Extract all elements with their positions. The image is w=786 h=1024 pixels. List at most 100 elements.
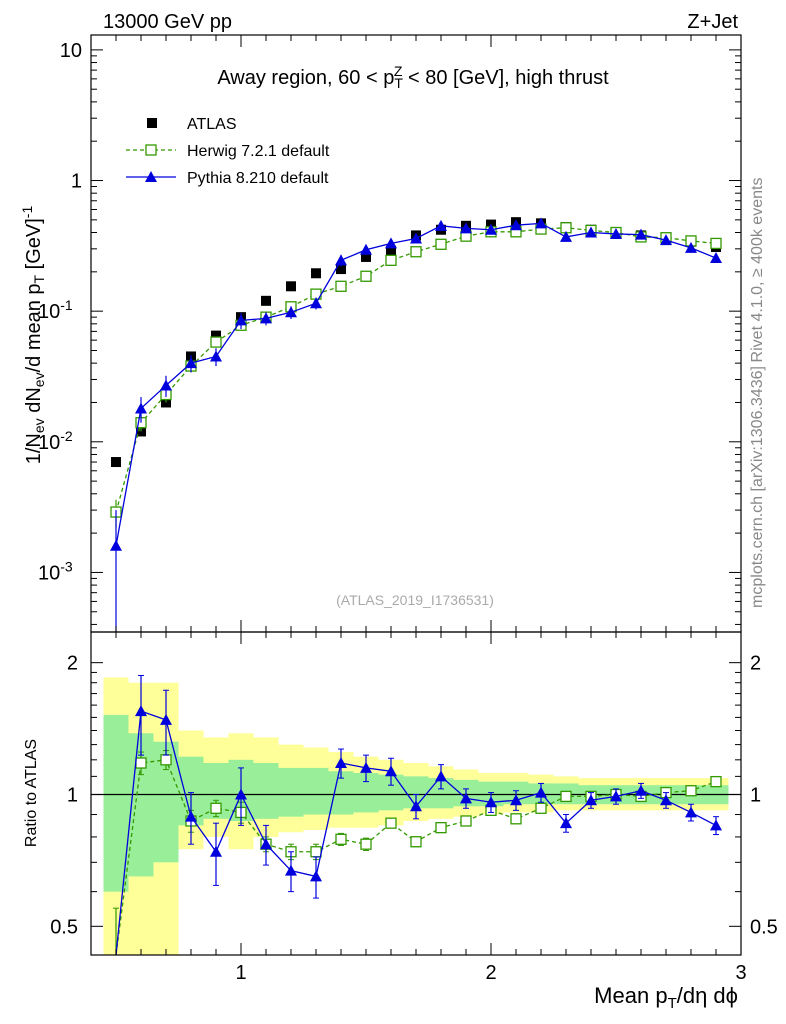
analysis-watermark: (ATLAS_2019_I1736531) xyxy=(336,592,494,608)
pythia-ratio-point xyxy=(185,810,197,822)
legend-pythia-marker xyxy=(145,171,157,182)
pythia-point xyxy=(510,219,522,231)
atlas-point xyxy=(111,457,121,468)
pythia-point xyxy=(560,230,572,242)
atlas-point xyxy=(361,251,371,262)
x-axis-label: Mean pT/dη dϕ xyxy=(594,983,738,1012)
herwig-ratio-point xyxy=(360,838,372,850)
ratio-plot-marks xyxy=(91,674,741,956)
pythia-line xyxy=(115,222,717,546)
ratio-panel: 1 2 3 0.5 0.5 1 1 2 2 Ratio to ATLAS Mean pT/dη … xyxy=(23,631,778,1012)
pythia-point xyxy=(685,241,697,253)
pythia-point xyxy=(485,223,497,235)
ratio-band-inner xyxy=(278,767,304,817)
pythia-ratio-point xyxy=(685,806,697,818)
main-y-tick-label: 10 xyxy=(60,40,82,62)
atlas-point xyxy=(286,281,296,292)
main-panel: 10-3 10-2 10-1 1 10 Away region, 60 < pTZ < … xyxy=(19,34,742,633)
ratio-y-axis-label: Ratio to ATLAS xyxy=(23,739,40,847)
x-tick-label: 3 xyxy=(735,962,746,984)
x-tick-label: 2 xyxy=(485,962,496,984)
herwig-ratio-point xyxy=(560,790,572,803)
pythia-ratio-point xyxy=(435,770,447,782)
process-label: Z+Jet xyxy=(687,11,738,33)
herwig-ratio-point xyxy=(710,775,722,788)
mcplots-label: mcplots.cern.ch [arXiv:1306.3436] xyxy=(749,366,766,608)
herwig-ratio-point xyxy=(410,836,422,848)
herwig-ratio-point xyxy=(310,846,322,858)
pythia-ratio-point xyxy=(385,765,397,777)
legend-herwig-marker xyxy=(145,144,157,156)
atlas-point xyxy=(336,264,346,275)
herwig-point xyxy=(435,238,447,250)
herwig-ratio-point xyxy=(535,802,547,814)
pythia-point xyxy=(160,379,172,391)
ratio-band-inner xyxy=(253,763,279,819)
pythia-point xyxy=(410,232,422,244)
pythia-ratio-point xyxy=(335,757,347,769)
herwig-point xyxy=(410,246,422,258)
pythia-ratio-point xyxy=(360,761,372,773)
main-title: Away region, 60 < pTZ < 80 [GeV], high t… xyxy=(217,63,609,92)
pythia-point xyxy=(285,306,297,318)
pythia-point xyxy=(660,234,672,246)
main-title-sup-z: Z xyxy=(394,63,403,79)
legend-herwig-label: Herwig 7.2.1 default xyxy=(187,143,330,160)
herwig-ratio-point xyxy=(460,815,472,827)
ratio-y-tick-label: 1 xyxy=(67,784,78,806)
main-y-axis-label: 1/Nev dNev/d mean pT [GeV]-1 xyxy=(19,206,48,465)
herwig-point xyxy=(335,280,347,292)
pythia-ratio-point xyxy=(560,817,572,829)
ratio-y-tick-label: 0.5 xyxy=(50,916,78,938)
main-title-pt: p xyxy=(383,67,394,89)
pythia-point xyxy=(585,226,597,238)
pythia-point xyxy=(635,228,647,240)
herwig-point xyxy=(210,336,222,348)
ratio-y-tick-label-right: 2 xyxy=(750,653,761,675)
main-axis-ticks: 10-3 10-2 10-1 1 10 xyxy=(38,35,741,632)
herwig-ratio-point xyxy=(135,757,147,769)
atlas-point xyxy=(211,330,221,341)
pythia-point xyxy=(610,227,622,239)
main-title-part1: Away region, 60 < xyxy=(217,67,383,89)
rivet-version-label: Rivet 4.1.0, ≥ 400k events xyxy=(749,178,766,363)
atlas-point xyxy=(386,245,396,256)
ratio-band-inner xyxy=(303,767,329,815)
herwig-ratio-point xyxy=(385,817,397,829)
herwig-point xyxy=(360,270,372,282)
atlas-point xyxy=(311,268,321,279)
legend-atlas-marker xyxy=(147,118,157,128)
legend: ATLAS Herwig 7.2.1 default Pythia 8.210 … xyxy=(126,116,330,187)
pythia-ratio-point xyxy=(135,705,147,717)
herwig-ratio-point xyxy=(685,785,697,797)
atlas-point xyxy=(261,295,271,306)
herwig-ratio-point xyxy=(510,813,522,825)
pythia-ratio-point xyxy=(260,838,272,850)
ratio-y-tick-label: 2 xyxy=(67,653,78,675)
pythia-ratio-point xyxy=(485,796,497,808)
pythia-ratio-point xyxy=(660,794,672,806)
pythia-point xyxy=(435,219,447,231)
herwig-ratio-point xyxy=(160,754,172,766)
pythia-point xyxy=(185,357,197,369)
main-title-sub-t: T xyxy=(394,75,403,91)
pythia-point xyxy=(385,237,397,249)
herwig-ratio-point xyxy=(210,802,222,814)
main-y-tick-label: 10-1 xyxy=(38,297,73,323)
main-y-tick-label: 10-3 xyxy=(38,558,73,584)
energy-label: 13000 GeV pp xyxy=(103,11,232,33)
pythia-point xyxy=(210,350,222,362)
pythia-ratio-point xyxy=(460,792,472,804)
herwig-point xyxy=(710,237,722,250)
pythia-point xyxy=(310,297,322,309)
pythia-point xyxy=(260,312,272,324)
ratio-y-tick-label-right: 0.5 xyxy=(750,916,778,938)
pythia-point xyxy=(535,217,547,229)
herwig-ratio-point xyxy=(435,822,447,834)
pythia-ratio-point xyxy=(410,800,422,812)
pythia-point xyxy=(135,402,147,414)
pythia-ratio-point xyxy=(535,786,547,798)
pythia-point xyxy=(460,222,472,234)
pythia-ratio-point xyxy=(635,784,647,796)
